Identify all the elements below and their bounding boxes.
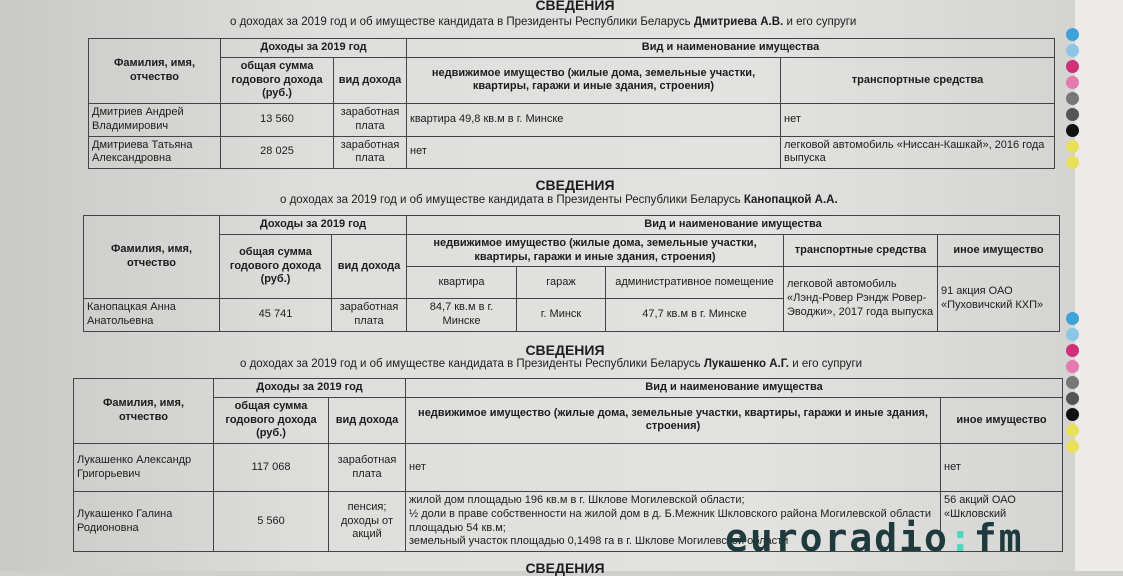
income-table-dmitriev: Фамилия, имя, отчество Доходы за 2019 год…	[88, 38, 1055, 169]
header-type: вид дохода	[328, 396, 406, 445]
table-row: Дмитриева Татьяна Александровна 28 025 зар…	[88, 135, 1055, 169]
cell-sum: 117 068	[213, 443, 329, 492]
header-income: Доходы за 2019 год	[220, 38, 407, 58]
cell-real: нет	[405, 443, 941, 492]
header-sum: общая сумма годового дохода (руб.)	[220, 56, 334, 105]
header-real: недвижимое имущество (жилые дома, земель…	[405, 396, 941, 445]
header-other: иное имущество	[940, 396, 1063, 445]
section-title: СВЕДЕНИЯ	[525, 560, 605, 576]
header-transport: транспортные средства	[780, 56, 1055, 105]
header-type: вид дохода	[333, 56, 407, 105]
table-row: Лукашенко Александр Григорьевич 117 068 за…	[73, 443, 1063, 492]
cell-other: 91 акция ОАО «Пуховичский КХП»	[937, 266, 1060, 332]
header-property: Вид и наименование имущества	[406, 215, 1060, 235]
cell-name: Дмитриев Андрей Владимирович	[88, 103, 221, 137]
real-item: земельный участок площадью 0,1498 га в г…	[409, 535, 789, 548]
income-table-kanopatskaya: Фамилия, имя, отчество Доходы за 2019 год…	[83, 214, 1060, 332]
cell-type: заработная плата	[333, 103, 407, 137]
header-property: Вид и наименование имущества	[406, 38, 1055, 58]
header-type: вид дохода	[331, 233, 407, 300]
cell-other: 56 акций ОАО «Шкловский	[940, 491, 1063, 552]
section-title: СВЕДЕНИЯ	[525, 342, 605, 358]
section-title: СВЕДЕНИЯ	[535, 177, 615, 193]
section-subtitle: о доходах за 2019 год и об имуществе кан…	[240, 358, 863, 370]
cell-sum: 13 560	[220, 103, 334, 137]
euroradio-watermark-logo: euroradio:fm	[725, 516, 1024, 560]
income-table-lukashenko: Фамилия, имя, отчество Доходы за 2019 год…	[73, 378, 1063, 552]
print-color-marks	[1066, 312, 1080, 456]
section-subtitle: о доходах за 2019 год и об имуществе кан…	[230, 16, 857, 28]
cell-transport: нет	[780, 103, 1055, 137]
cell-type: пенсия; доходы от акций	[328, 491, 406, 552]
cell-transport: легковой автомобиль «Ниссан-Кашкай», 201…	[780, 135, 1055, 169]
header-garage: гараж	[516, 266, 606, 300]
cell-sum: 5 560	[213, 491, 329, 552]
cell-type: заработная плата	[331, 298, 407, 332]
cell-transport: легковой автомобиль «Лэнд-Ровер Рэндж Ро…	[783, 266, 938, 332]
header-income: Доходы за 2019 год	[219, 215, 407, 235]
cell-garage: г. Минск	[516, 298, 606, 332]
header-sum: общая сумма годового дохода (руб.)	[219, 233, 332, 300]
header-flat: квартира	[406, 266, 517, 300]
real-item: жилой дом площадью 196 кв.м в г. Шклове …	[409, 494, 745, 506]
header-property: Вид и наименование имущества	[405, 378, 1063, 398]
cell-admin: 47,7 кв.м в г. Минске	[605, 298, 784, 332]
cell-name: Лукашенко Галина Родионовна	[73, 491, 214, 552]
table-row: Дмитриев Андрей Владимирович 13 560 зарабо…	[88, 103, 1055, 137]
cell-real: жилой дом площадью 196 кв.м в г. Шклове …	[405, 491, 941, 552]
header-name: Фамилия, имя, отчество	[83, 214, 220, 300]
header-name: Фамилия, имя, отчество	[88, 38, 221, 104]
header-real: недвижимое имущество (жилые дома, земель…	[406, 233, 784, 268]
header-real: недвижимое имущество (жилые дома, земель…	[406, 56, 781, 105]
cell-type: заработная плата	[333, 135, 407, 169]
print-color-marks	[1066, 28, 1080, 172]
table-row: Лукашенко Галина Родионовна 5 560 пенсия; …	[73, 491, 1063, 552]
header-admin: административное помещение	[605, 266, 784, 300]
page-edge	[1075, 0, 1123, 571]
header-other: иное имущество	[937, 233, 1060, 268]
cell-other: нет	[940, 443, 1063, 492]
header-income: Доходы за 2019 год	[213, 378, 406, 398]
section-title: СВЕДЕНИЯ	[535, 0, 615, 13]
table-row: Канопацкая Анна Анатольевна 45 741 заработ…	[83, 298, 1060, 332]
cell-sum: 45 741	[219, 298, 332, 332]
cell-sum: 28 025	[220, 135, 334, 169]
cell-real: нет	[406, 135, 781, 169]
header-transport: транспортные средства	[783, 233, 938, 268]
cell-real: квартира 49,8 кв.м в г. Минске	[406, 103, 781, 137]
section-subtitle: о доходах за 2019 год и об имуществе кан…	[280, 194, 838, 206]
cell-name: Канопацкая Анна Анатольевна	[83, 298, 220, 332]
cell-name: Лукашенко Александр Григорьевич	[73, 443, 214, 492]
header-sum: общая сумма годового дохода (руб.)	[213, 396, 329, 445]
real-item: ½ доли в праве собственности на жилой до…	[409, 507, 931, 534]
header-name: Фамилия, имя, отчество	[73, 378, 214, 444]
cell-type: заработная плата	[328, 443, 406, 492]
cell-flat: 84,7 кв.м в г. Минске	[406, 298, 517, 332]
cell-name: Дмитриева Татьяна Александровна	[88, 135, 221, 169]
